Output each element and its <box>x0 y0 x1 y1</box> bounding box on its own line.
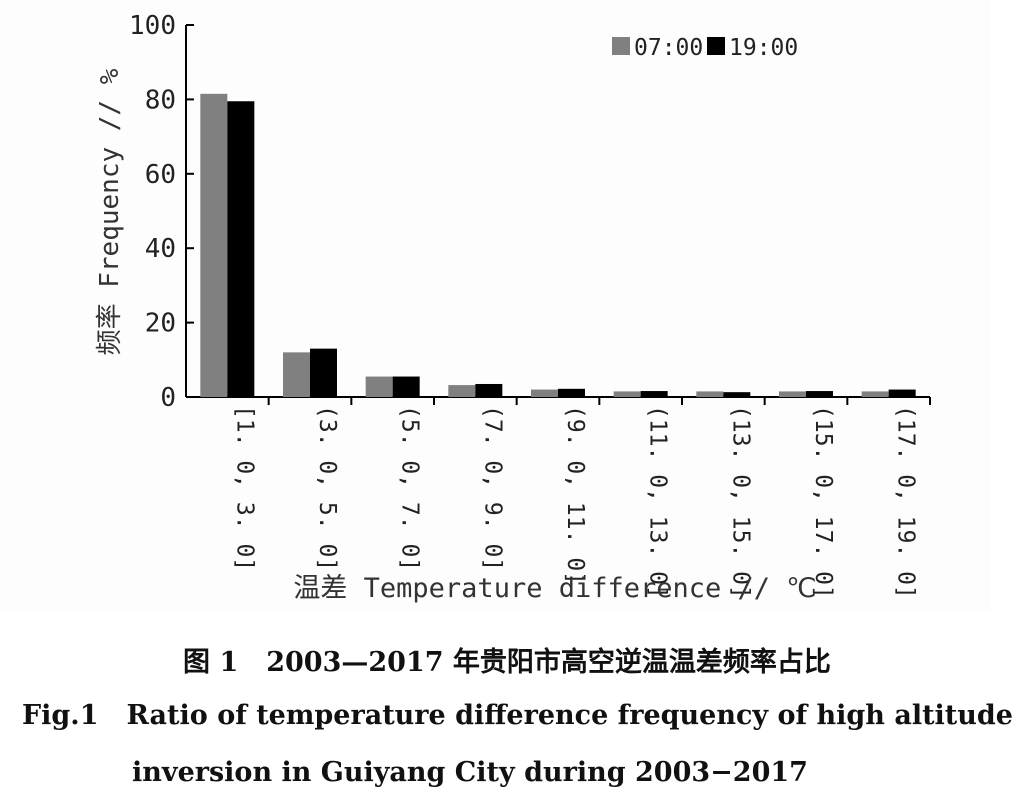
caption-en-line2: inversion in Guiyang City during 2003−20… <box>132 757 808 788</box>
x-tick-label: (7. 0, 9. 0] <box>479 405 505 571</box>
bar-1900 <box>475 383 503 397</box>
bar-1900 <box>227 101 255 397</box>
bar-1900 <box>806 391 833 397</box>
caption-english-line1: Fig.1 Ratio of temperature difference fre… <box>22 700 1014 731</box>
bar-0700 <box>365 376 393 397</box>
x-tick-label: [1. 0, 3. 0] <box>231 405 257 571</box>
caption-cn-text: 2003—2017 年贵阳市高空逆温温差频率占比 <box>266 647 831 678</box>
caption-cn-label: 图 1 <box>183 647 239 678</box>
legend-label: 19:00 <box>729 35 798 61</box>
x-tick-label: (13. 0, 15. 0] <box>727 405 753 599</box>
legend-swatch <box>707 37 725 55</box>
bar-0700 <box>779 391 806 397</box>
caption-en-label: Fig.1 <box>22 700 99 731</box>
y-tick-label: 100 <box>129 11 176 41</box>
bar-1900 <box>392 376 420 397</box>
bar-0700 <box>613 391 641 397</box>
legend-swatch <box>612 37 630 55</box>
y-tick-label: 0 <box>160 383 176 413</box>
y-axis-title: 频率 Frequency // % <box>95 68 125 355</box>
bar-0700 <box>200 93 228 397</box>
x-axis-title: 温差 Temperature difference // ℃ <box>293 573 816 604</box>
x-tick-label: (15. 0, 17. 0] <box>810 405 836 599</box>
x-tick-label: (17. 0, 19. 0] <box>893 405 919 599</box>
bar-0700 <box>448 385 476 397</box>
y-tick-label: 80 <box>145 85 176 115</box>
bar-1900 <box>888 389 916 397</box>
chart-area: 0 20 40 60 80 100 [1. 0, 3. 0] (3. 0, 5. 0] (5. … <box>95 11 931 604</box>
bar-1900 <box>558 388 585 397</box>
x-tick-label: (9. 0, 11. 0] <box>562 405 588 585</box>
bar-1900 <box>723 392 751 397</box>
y-tick-label: 40 <box>145 234 176 264</box>
bar-chart: 0 20 40 60 80 100 [1. 0, 3. 0] (3. 0, 5. 0] (5. … <box>95 11 931 604</box>
caption-chinese: 图 1 2003—2017 年贵阳市高空逆温温差频率占比 <box>0 640 1014 679</box>
x-tick-label: (11. 0, 13. 0] <box>645 405 671 599</box>
bar-0700 <box>283 352 310 397</box>
caption-en-line1: Ratio of temperature difference frequenc… <box>126 700 1013 731</box>
bar-0700 <box>531 389 558 397</box>
legend-label: 07:00 <box>634 35 703 61</box>
caption-english-line2: inversion in Guiyang City during 2003−20… <box>132 757 1014 788</box>
bar-1900 <box>310 348 337 397</box>
bar-0700 <box>861 391 889 397</box>
bar-0700 <box>696 391 724 397</box>
y-tick-label: 60 <box>145 160 176 190</box>
y-tick-label: 20 <box>145 309 176 339</box>
x-tick-label: (3. 0, 5. 0] <box>314 405 340 571</box>
bar-1900 <box>640 391 668 397</box>
x-tick-label: (5. 0, 7. 0] <box>397 405 423 571</box>
